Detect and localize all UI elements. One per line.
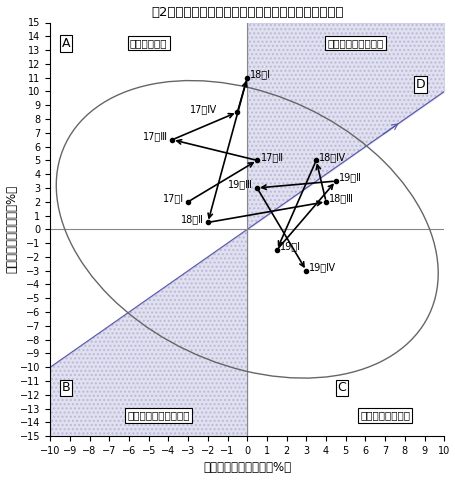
Text: 意図せざる在庫減局面: 意図せざる在庫減局面 xyxy=(127,410,189,420)
Title: 第2図　生産・在庫の関係と在庫局面（在庫循環図）: 第2図 生産・在庫の関係と在庫局面（在庫循環図） xyxy=(151,6,343,19)
Text: 17年Ⅲ: 17年Ⅲ xyxy=(143,131,168,141)
Text: D: D xyxy=(415,78,425,91)
Y-axis label: 在庫指数前年同期比（%）: 在庫指数前年同期比（%） xyxy=(5,185,19,274)
Text: 17年Ⅱ: 17年Ⅱ xyxy=(260,152,283,162)
Text: 18年Ⅲ: 18年Ⅲ xyxy=(329,193,353,204)
X-axis label: 生産指数前年同期比（%）: 生産指数前年同期比（%） xyxy=(203,461,291,474)
Text: 18年Ⅳ: 18年Ⅳ xyxy=(318,152,345,162)
Text: 18年Ⅰ: 18年Ⅰ xyxy=(250,69,271,79)
Text: B: B xyxy=(61,382,70,395)
Text: 17年Ⅰ: 17年Ⅰ xyxy=(163,193,184,204)
Text: 在庫調整局面: 在庫調整局面 xyxy=(130,38,167,48)
Text: 在庫積み増し局面: 在庫積み増し局面 xyxy=(359,410,410,420)
Text: 在庫積み上がり局面: 在庫積み上がり局面 xyxy=(327,38,383,48)
Text: 18年Ⅱ: 18年Ⅱ xyxy=(181,214,203,224)
Text: C: C xyxy=(337,382,345,395)
Text: 19年Ⅲ: 19年Ⅲ xyxy=(228,180,253,190)
Text: 19年Ⅳ: 19年Ⅳ xyxy=(308,262,336,272)
Text: 19年Ⅰ: 19年Ⅰ xyxy=(279,241,300,252)
Text: 19年Ⅱ: 19年Ⅱ xyxy=(338,173,361,182)
Text: A: A xyxy=(61,36,70,50)
Text: 17年Ⅳ: 17年Ⅳ xyxy=(190,104,217,114)
